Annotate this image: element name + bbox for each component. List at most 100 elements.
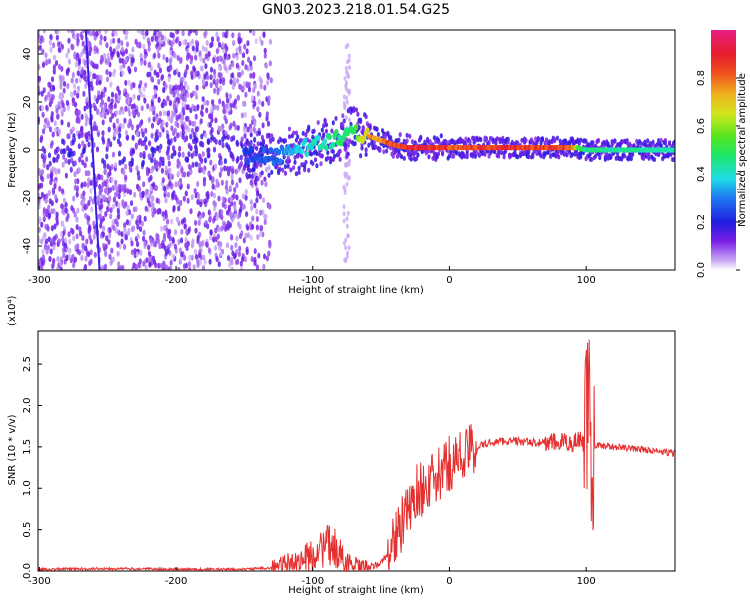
heatmap-cell bbox=[51, 94, 55, 101]
heatmap-cell bbox=[137, 174, 141, 181]
heatmap-cell bbox=[174, 194, 178, 201]
heatmap-cell bbox=[55, 211, 59, 218]
heatmap-cell bbox=[564, 138, 568, 144]
heatmap-cell bbox=[157, 238, 161, 245]
heatmap-cell bbox=[307, 124, 311, 130]
heatmap-cell bbox=[111, 219, 115, 226]
heatmap-cell bbox=[181, 101, 185, 108]
heatmap-cell bbox=[220, 214, 224, 221]
heatmap-cell bbox=[224, 43, 228, 50]
heatmap-cell bbox=[181, 95, 185, 102]
heatmap-cell bbox=[133, 191, 137, 198]
heatmap-cell bbox=[230, 266, 234, 270]
heatmap-cell bbox=[148, 61, 152, 68]
heatmap-cell bbox=[353, 141, 357, 147]
heatmap-cell bbox=[188, 41, 192, 48]
heatmap-cell bbox=[40, 221, 44, 228]
heatmap-cell bbox=[178, 200, 182, 207]
heatmap-cell bbox=[232, 52, 236, 59]
heatmap-cell bbox=[43, 244, 48, 251]
heatmap-cell bbox=[108, 170, 112, 177]
heatmap-cell bbox=[243, 146, 249, 154]
heatmap-cell bbox=[199, 201, 203, 208]
heatmap-cell bbox=[81, 148, 85, 155]
heatmap-cell bbox=[265, 255, 269, 262]
heatmap-cell bbox=[359, 153, 363, 159]
heatmap-cell bbox=[109, 207, 113, 214]
heatmap-cell bbox=[235, 194, 239, 201]
heatmap-cell bbox=[177, 151, 181, 158]
heatmap-cell bbox=[242, 81, 246, 88]
heatmap-cell bbox=[153, 88, 157, 95]
heatmap-cell bbox=[190, 127, 195, 134]
heatmap-cell bbox=[158, 243, 162, 250]
heatmap-cell bbox=[68, 247, 72, 254]
heatmap-cell bbox=[186, 115, 190, 122]
heatmap-cell bbox=[50, 200, 54, 207]
heatmap-cell bbox=[259, 209, 263, 216]
heatmap-cell bbox=[201, 45, 205, 52]
heatmap-cell bbox=[176, 90, 180, 96]
heatmap-cell bbox=[214, 163, 218, 170]
heatmap-cell bbox=[345, 223, 349, 229]
heatmap-cell bbox=[117, 229, 121, 236]
heatmap-cell bbox=[266, 150, 270, 156]
heatmap-cell bbox=[115, 118, 120, 124]
snr-x-ticks: -300 -200 -100 0 100 bbox=[28, 567, 596, 587]
heatmap-cell bbox=[75, 216, 79, 223]
heatmap-cell bbox=[225, 92, 229, 99]
heatmap-cell bbox=[275, 163, 279, 169]
heatmap-cell bbox=[71, 139, 75, 146]
heatmap-cell bbox=[101, 231, 105, 238]
heatmap-cell bbox=[169, 173, 173, 179]
y-tick-label: -40 bbox=[22, 238, 33, 254]
x-tick-label: 100 bbox=[577, 576, 596, 587]
heatmap-cell bbox=[95, 146, 100, 153]
heatmap-cell bbox=[666, 152, 670, 157]
heatmap-cell bbox=[177, 205, 181, 212]
heatmap-cell bbox=[208, 121, 212, 128]
heatmap-cell bbox=[249, 179, 253, 186]
heatmap-cell bbox=[182, 39, 186, 46]
heatmap-cell bbox=[139, 30, 144, 36]
heatmap-cell bbox=[378, 146, 382, 152]
heatmap-cell bbox=[216, 89, 220, 96]
heatmap-cell bbox=[164, 264, 168, 270]
heatmap-cell bbox=[73, 211, 77, 218]
heatmap-cell bbox=[132, 262, 136, 269]
heatmap-cell bbox=[181, 114, 185, 121]
heatmap-cell bbox=[170, 153, 174, 159]
heatmap-cell bbox=[232, 76, 237, 83]
heatmap-cell bbox=[152, 116, 156, 123]
heatmap-cell bbox=[117, 150, 122, 157]
heatmap-cell bbox=[345, 216, 349, 222]
heatmap-cell bbox=[246, 40, 250, 47]
heatmap-cell bbox=[320, 153, 324, 159]
heatmap-cell bbox=[252, 30, 256, 37]
heatmap-cell bbox=[235, 157, 239, 164]
heatmap-cell bbox=[212, 57, 216, 64]
heatmap-cell bbox=[100, 174, 104, 181]
heatmap-cell bbox=[293, 159, 297, 165]
heatmap-cell bbox=[84, 83, 88, 89]
heatmap-cell bbox=[121, 158, 125, 165]
heatmap-cell bbox=[52, 54, 57, 61]
heatmap-cell bbox=[40, 191, 45, 198]
heatmap-cell bbox=[88, 225, 92, 232]
heatmap-cell bbox=[263, 84, 267, 91]
heatmap-cell bbox=[347, 158, 351, 164]
heatmap-cell bbox=[116, 207, 120, 214]
heatmap-cell bbox=[176, 198, 180, 205]
heatmap-cell bbox=[126, 204, 130, 211]
heatmap-cell bbox=[222, 47, 226, 54]
heatmap-cell bbox=[44, 52, 48, 59]
heatmap-cell bbox=[228, 184, 232, 191]
heatmap-cell bbox=[82, 74, 87, 81]
heatmap-cell bbox=[193, 120, 197, 127]
heatmap-cell bbox=[225, 165, 230, 172]
heatmap-cell bbox=[382, 143, 386, 149]
heatmap-cell bbox=[105, 153, 109, 160]
heatmap-cell bbox=[117, 266, 121, 270]
heatmap-cell bbox=[107, 57, 111, 64]
